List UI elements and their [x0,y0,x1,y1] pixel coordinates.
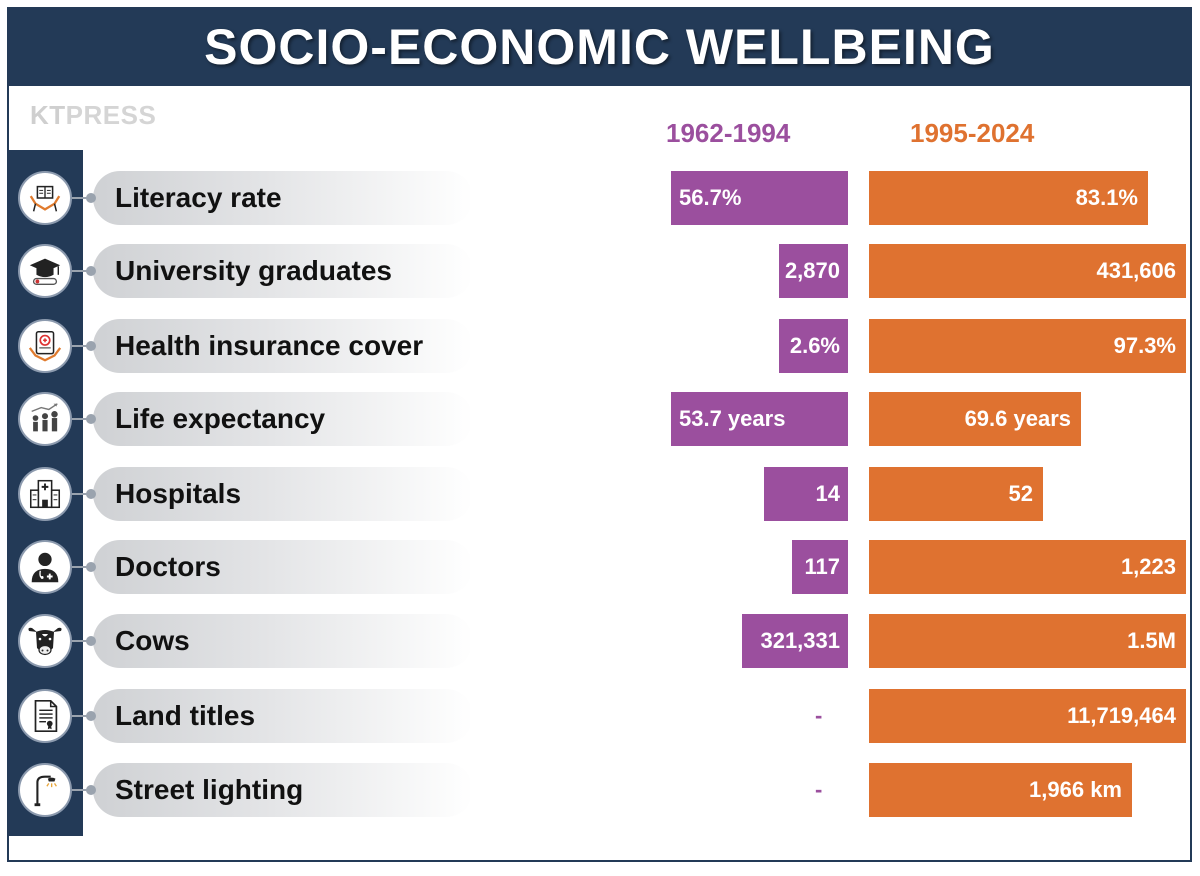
category-label: Life expectancy [115,403,326,434]
bar-1995-2024: 97.3% [869,319,1186,373]
chart-row: Health insurance cover 2.6% 97.3% [0,319,1200,373]
no-data-dash: - [815,703,823,728]
row-icon-badge [18,244,72,298]
row-connector [72,345,88,347]
category-label: Doctors [115,551,221,582]
row-connector-dot [86,562,96,572]
row-connector [72,789,88,791]
logo-text: PRESS [65,100,157,130]
category-label-pill: Cows [93,614,473,668]
chart-row: Street lighting - 1,966 km [0,763,1200,817]
hospital-icon [26,475,64,513]
chart-row: Hospitals 14 52 [0,467,1200,521]
category-label-pill: Literacy rate [93,171,473,225]
title-banner: SOCIO-ECONOMIC WELLBEING [7,7,1192,86]
row-icon-badge [18,467,72,521]
bar-1962-1994: 117 [792,540,848,594]
row-connector [72,197,88,199]
people-growth-icon [26,400,64,438]
page-title: SOCIO-ECONOMIC WELLBEING [204,18,995,75]
category-label-pill: Land titles [93,689,473,743]
row-connector-dot [86,193,96,203]
row-icon-badge [18,392,72,446]
health-insurance-icon [26,327,64,365]
bar-1995-2024: 83.1% [869,171,1148,225]
book-hands-icon [26,179,64,217]
row-icon-badge [18,614,72,668]
row-connector-dot [86,636,96,646]
chart-row: Cows 321,331 1.5M [0,614,1200,668]
bar-1995-2024: 1.5M [869,614,1186,668]
bar-1962-1994: 2,870 [779,244,848,298]
bar-1995-2024: 11,719,464 [869,689,1186,743]
bar-1995-2024: 1,966 km [869,763,1132,817]
bar-1995-2024: 431,606 [869,244,1186,298]
chart-row: University graduates 2,870 431,606 [0,244,1200,298]
category-label-pill: Doctors [93,540,473,594]
category-label-pill: Life expectancy [93,392,473,446]
row-icon-badge [18,540,72,594]
row-connector-dot [86,266,96,276]
category-label: Hospitals [115,478,242,509]
category-label-pill: Street lighting [93,763,473,817]
bar-1962-1994: 2.6% [779,319,848,373]
row-icon-badge [18,319,72,373]
category-label: Health insurance cover [115,330,424,361]
category-label: Street lighting [115,774,304,805]
bar-1995-2024: 69.6 years [869,392,1081,446]
row-connector-dot [86,414,96,424]
category-label-pill: Hospitals [93,467,473,521]
row-connector [72,493,88,495]
row-icon-badge [18,171,72,225]
row-connector [72,270,88,272]
bar-1962-1994: 56.7% [671,171,848,225]
no-data-dash: - [815,777,823,802]
row-icon-badge [18,763,72,817]
row-connector [72,418,88,420]
row-connector-dot [86,785,96,795]
category-label-pill: University graduates [93,244,473,298]
street-lamp-icon [26,771,64,809]
legend-period-2: 1995-2024 [910,118,1035,148]
category-label: Cows [115,625,190,656]
graduation-cap-icon [26,252,64,290]
bar-1995-2024: 52 [869,467,1043,521]
row-connector [72,715,88,717]
chart-row: Land titles - 11,719,464 [0,689,1200,743]
row-icon-badge [18,689,72,743]
ktpress-logo: KTPRESS [30,100,156,131]
category-label: University graduates [115,255,392,286]
chart-row: Life expectancy 53.7 years 69.6 years [0,392,1200,446]
bar-1962-1994: 53.7 years [671,392,848,446]
doctor-icon [26,548,64,586]
category-label-pill: Health insurance cover [93,319,473,373]
document-icon [26,697,64,735]
bar-1962-1994: 14 [764,467,848,521]
category-label: Literacy rate [115,182,282,213]
bar-1962-1994: 321,331 [742,614,848,668]
row-connector-dot [86,341,96,351]
row-connector-dot [86,711,96,721]
chart-row: Literacy rate 56.7% 83.1% [0,171,1200,225]
bar-1995-2024: 1,223 [869,540,1186,594]
row-connector-dot [86,489,96,499]
cow-icon [25,621,65,661]
chart-row: Doctors 117 1,223 [0,540,1200,594]
row-connector [72,640,88,642]
category-label: Land titles [115,700,256,731]
row-connector [72,566,88,568]
logo-mark: KT [30,100,66,130]
legend-period-1: 1962-1994 [666,118,791,148]
